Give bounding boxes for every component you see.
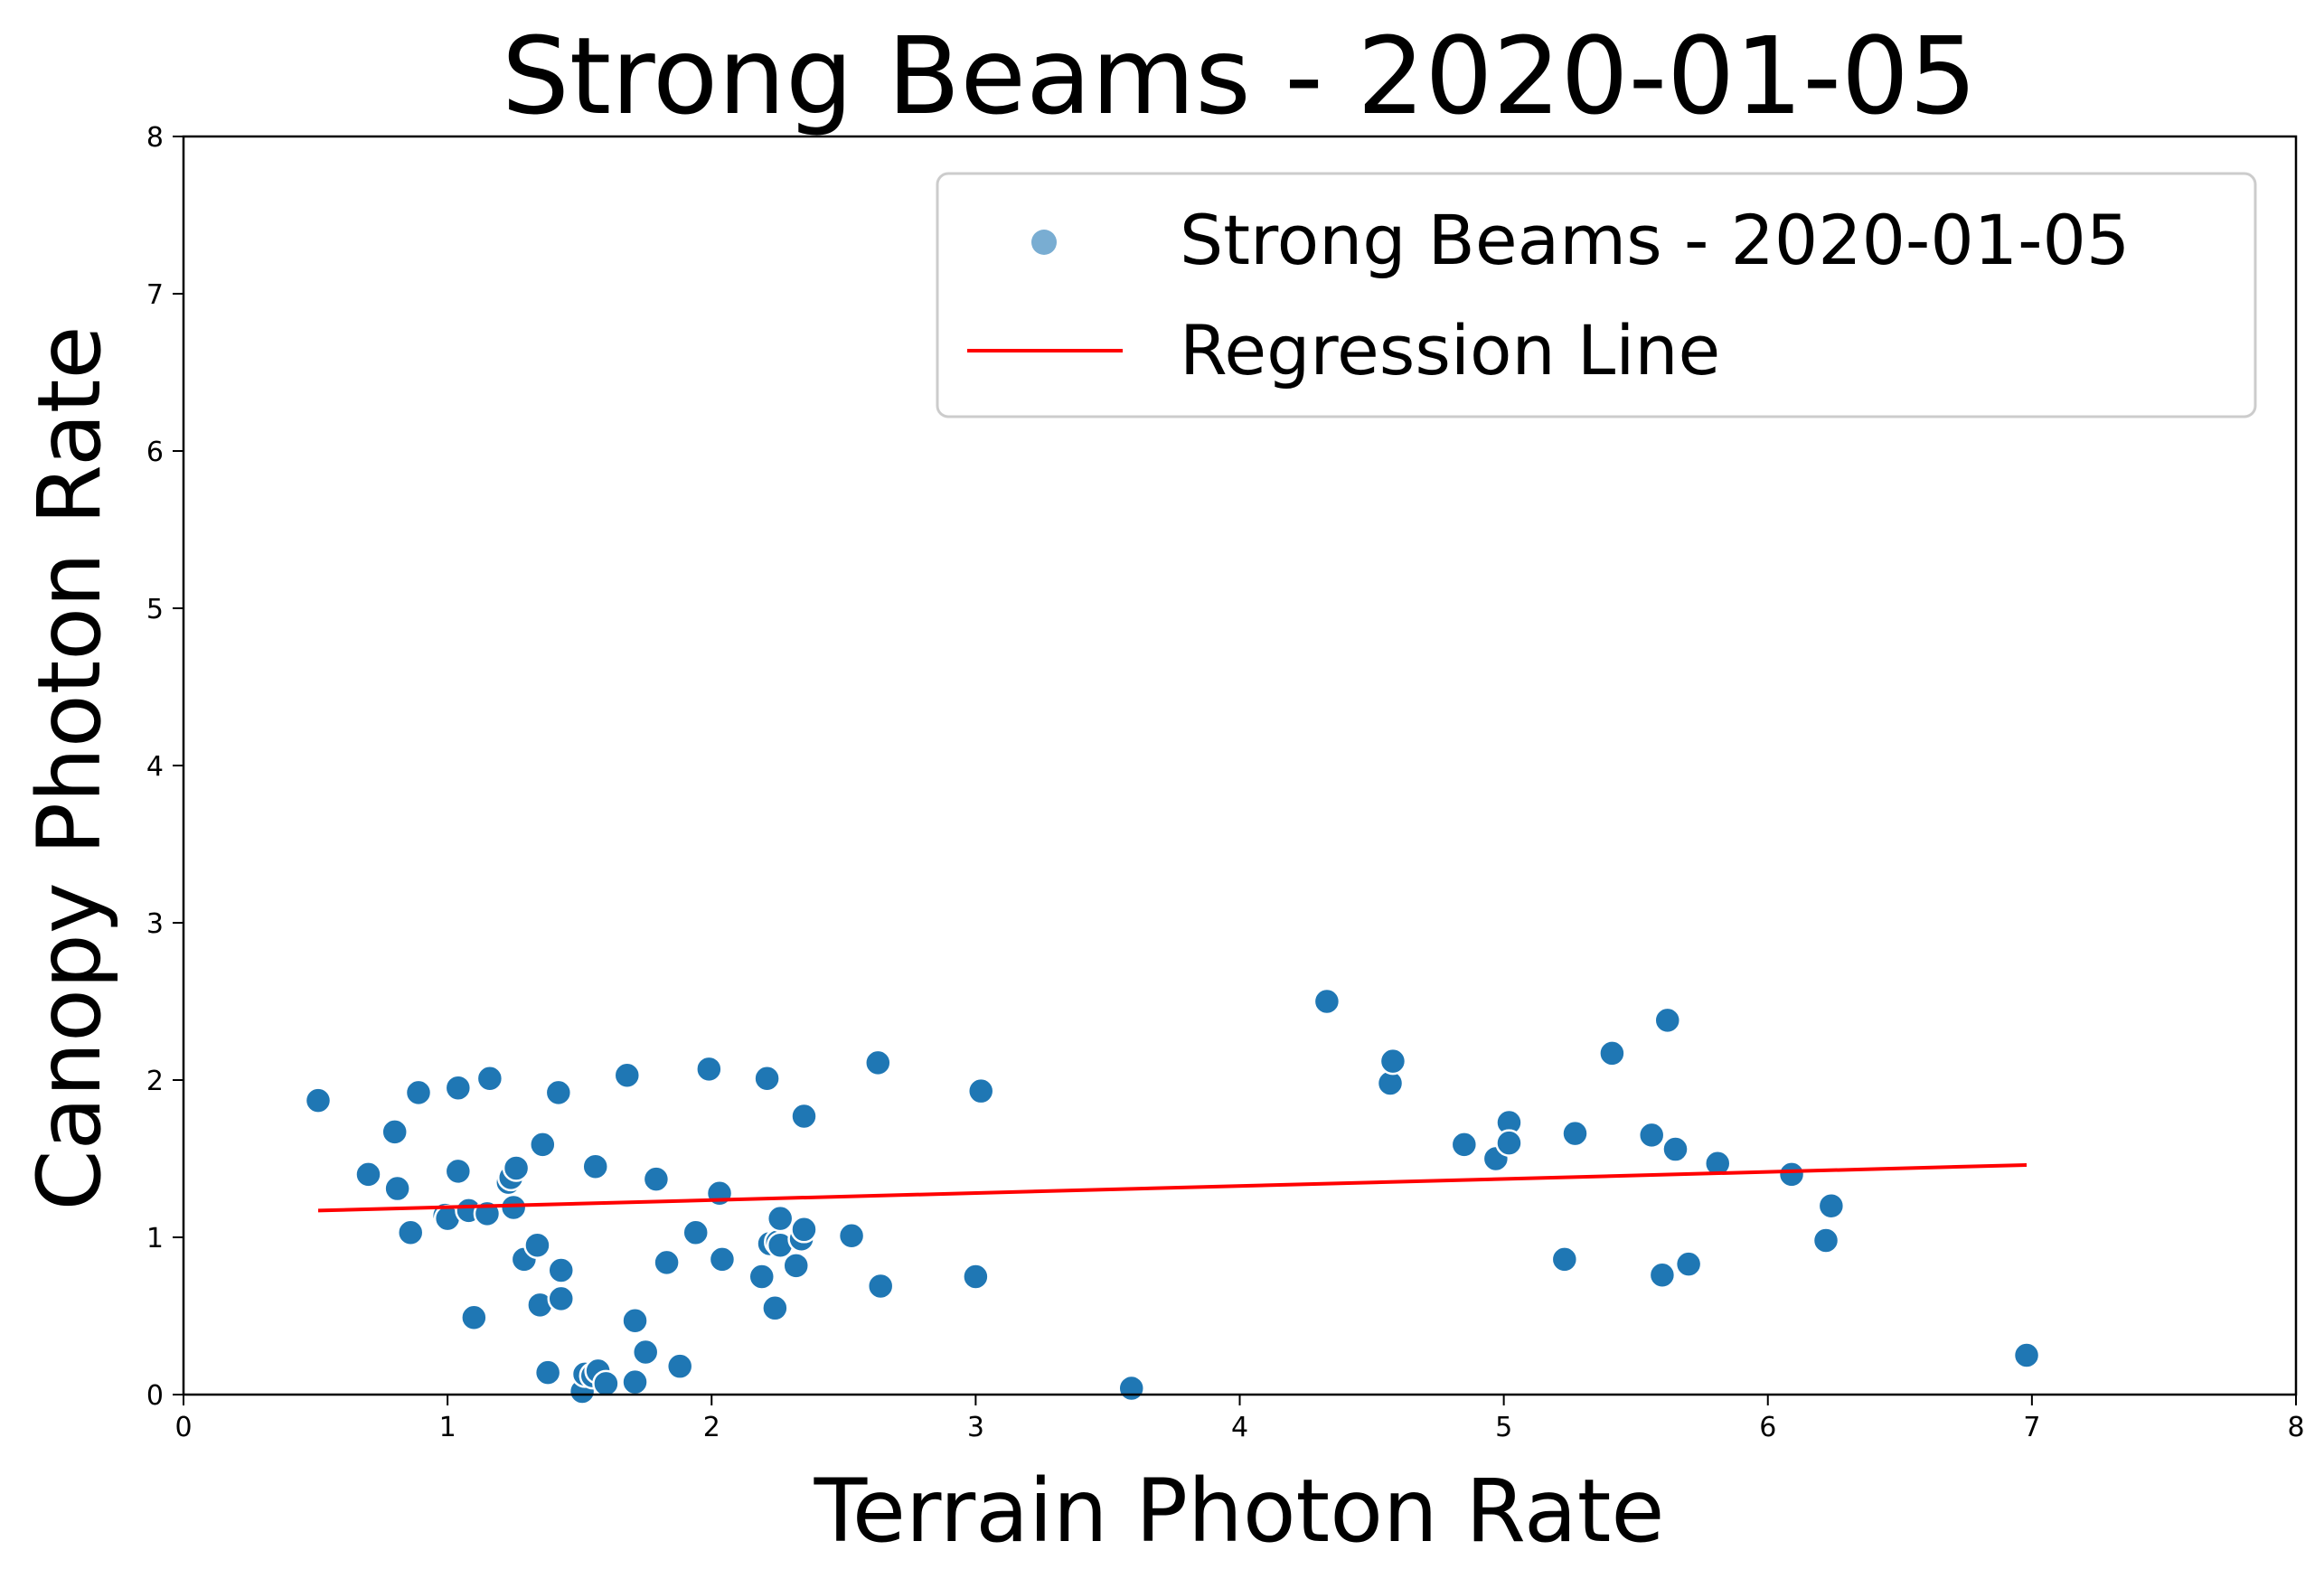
data-point bbox=[695, 1055, 723, 1084]
data-point bbox=[533, 1358, 562, 1386]
data-point bbox=[544, 1078, 573, 1107]
data-point bbox=[581, 1152, 609, 1180]
x-tick-label: 0 bbox=[174, 1412, 192, 1443]
data-point bbox=[383, 1174, 411, 1203]
data-point bbox=[1777, 1160, 1806, 1189]
x-axis-label: Terrain Photon Rate bbox=[814, 1461, 1665, 1562]
data-point bbox=[499, 1193, 528, 1222]
y-tick-label: 5 bbox=[146, 594, 164, 625]
data-point bbox=[866, 1272, 895, 1301]
data-point bbox=[864, 1048, 892, 1077]
data-point bbox=[396, 1218, 425, 1247]
data-point bbox=[837, 1222, 866, 1250]
data-point bbox=[381, 1118, 409, 1146]
y-tick-label: 6 bbox=[146, 437, 164, 468]
y-tick-label: 2 bbox=[146, 1066, 164, 1097]
data-point bbox=[304, 1086, 333, 1114]
data-point bbox=[1653, 1006, 1681, 1035]
y-tick-label: 8 bbox=[146, 122, 164, 154]
data-point bbox=[547, 1256, 575, 1284]
data-point bbox=[1637, 1121, 1666, 1150]
plot-frame bbox=[182, 135, 2298, 1396]
y-tick-label: 7 bbox=[146, 279, 164, 311]
data-point bbox=[444, 1157, 473, 1186]
y-tick-label: 4 bbox=[146, 751, 164, 783]
legend-frame bbox=[936, 172, 2257, 418]
data-point bbox=[653, 1248, 681, 1277]
data-point bbox=[592, 1369, 620, 1398]
x-tick-label: 6 bbox=[1759, 1412, 1776, 1443]
data-point bbox=[1550, 1245, 1579, 1273]
legend-label-regression: Regression Line bbox=[1180, 310, 1720, 390]
data-point bbox=[1450, 1131, 1479, 1159]
plot-area: 0 1 2 3 4 5 6 7 8 0 1 2 3 4 5 6 7 8 bbox=[146, 122, 2305, 1443]
data-point bbox=[1598, 1039, 1626, 1067]
data-point bbox=[613, 1061, 642, 1090]
data-point bbox=[1495, 1129, 1523, 1157]
x-tick-label: 4 bbox=[1231, 1412, 1248, 1443]
data-point bbox=[475, 1065, 504, 1093]
legend-marker-scatter bbox=[1031, 230, 1057, 255]
data-point bbox=[790, 1102, 818, 1131]
data-point bbox=[766, 1204, 795, 1233]
x-tick-label: 5 bbox=[1495, 1412, 1512, 1443]
data-point bbox=[962, 1263, 990, 1291]
data-point bbox=[1648, 1261, 1677, 1290]
legend-label-scatter: Strong Beams - 2020-01-05 bbox=[1180, 200, 2130, 280]
data-point bbox=[621, 1367, 649, 1396]
data-point bbox=[1674, 1250, 1703, 1278]
data-point bbox=[753, 1065, 781, 1093]
data-point bbox=[642, 1165, 671, 1193]
data-point bbox=[748, 1263, 776, 1291]
data-point bbox=[1661, 1135, 1689, 1163]
data-point bbox=[1811, 1226, 1840, 1254]
data-point bbox=[1117, 1374, 1145, 1403]
x-tick-label: 3 bbox=[967, 1412, 984, 1443]
data-point bbox=[682, 1218, 710, 1247]
data-point bbox=[529, 1131, 557, 1159]
legend: Strong Beams - 2020-01-05 Regression Lin… bbox=[936, 172, 2257, 418]
y-tick-label: 3 bbox=[146, 908, 164, 940]
data-point bbox=[1703, 1149, 1732, 1178]
data-point bbox=[621, 1306, 649, 1335]
data-point bbox=[761, 1294, 789, 1322]
data-point bbox=[2012, 1341, 2041, 1369]
data-point bbox=[966, 1076, 995, 1105]
data-point bbox=[665, 1352, 694, 1380]
data-point bbox=[523, 1231, 551, 1259]
data-point bbox=[1817, 1191, 1846, 1220]
data-point bbox=[502, 1154, 531, 1182]
data-point bbox=[547, 1284, 575, 1313]
data-point bbox=[790, 1216, 818, 1244]
data-point bbox=[404, 1078, 433, 1107]
y-tick-label: 0 bbox=[146, 1380, 164, 1412]
x-tick-label: 7 bbox=[2023, 1412, 2040, 1443]
data-point bbox=[782, 1252, 810, 1280]
chart-title: Strong Beams - 2020-01-05 bbox=[502, 14, 1977, 138]
data-point bbox=[1561, 1119, 1589, 1148]
data-point bbox=[354, 1160, 382, 1189]
data-point bbox=[444, 1074, 473, 1102]
data-point bbox=[1378, 1047, 1407, 1076]
data-point bbox=[1313, 987, 1341, 1016]
y-tick-label: 1 bbox=[146, 1223, 164, 1254]
data-point bbox=[708, 1245, 737, 1273]
regression-line bbox=[317, 1162, 2028, 1213]
x-tick-label: 1 bbox=[439, 1412, 456, 1443]
data-point bbox=[460, 1303, 488, 1331]
x-tick-label: 2 bbox=[703, 1412, 720, 1443]
data-point bbox=[705, 1179, 734, 1207]
data-point bbox=[631, 1338, 660, 1367]
x-tick-label: 8 bbox=[2287, 1412, 2304, 1443]
y-axis-label: Canopy Photon Rate bbox=[19, 325, 120, 1210]
